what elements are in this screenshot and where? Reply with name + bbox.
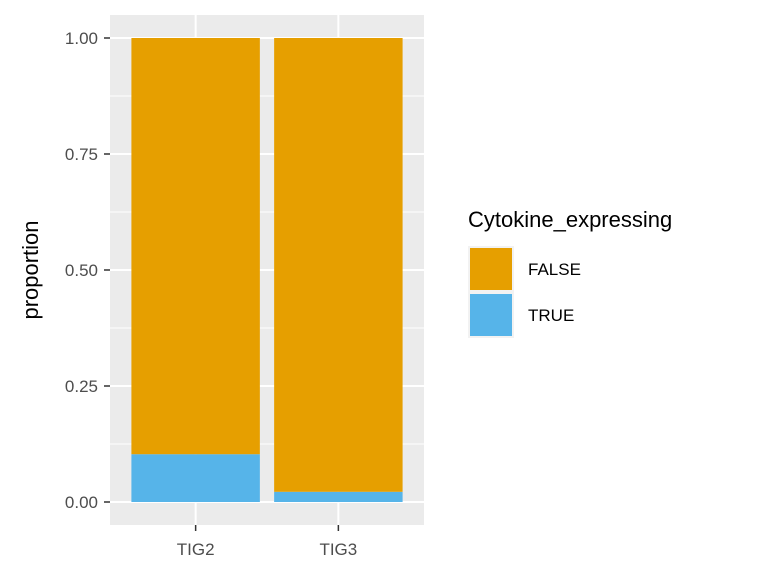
y-tick-label: 1.00 — [65, 29, 98, 48]
y-tick-label: 0.75 — [65, 145, 98, 164]
bar-tig2-true — [131, 454, 260, 502]
x-tick-label: TIG2 — [177, 540, 215, 559]
legend-swatch-true — [470, 294, 512, 336]
bars — [131, 38, 403, 502]
y-tick-label: 0.50 — [65, 261, 98, 280]
bar-tig3-false — [274, 38, 403, 492]
legend-keys: FALSE TRUE — [468, 246, 581, 338]
bar-tig3-true — [274, 491, 403, 502]
x-tick-label: TIG3 — [319, 540, 357, 559]
y-tick-label: 0.00 — [65, 493, 98, 512]
x-axis: TIG2 TIG3 — [177, 525, 357, 559]
bar-tig2-false — [131, 38, 260, 455]
legend: Cytokine_expressing FALSE TRUE — [468, 207, 672, 338]
legend-label-false: FALSE — [528, 260, 581, 279]
y-axis-title: proportion — [18, 220, 43, 319]
y-axis: 0.00 0.25 0.50 0.75 1.00 — [65, 29, 110, 512]
y-tick-label: 0.25 — [65, 377, 98, 396]
legend-swatch-false — [470, 248, 512, 290]
legend-title: Cytokine_expressing — [468, 207, 672, 232]
legend-label-true: TRUE — [528, 306, 574, 325]
